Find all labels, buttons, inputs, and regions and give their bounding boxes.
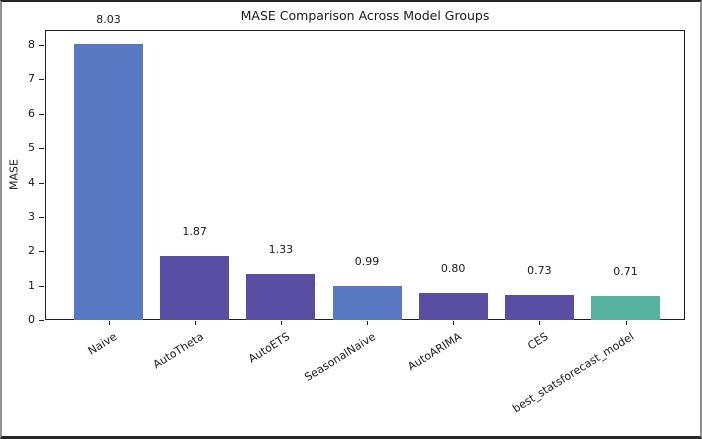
y-tick-mark	[39, 182, 44, 184]
bar-value-label: 1.87	[182, 224, 207, 238]
y-tick-label: 3	[28, 209, 35, 223]
y-tick-mark	[39, 79, 44, 81]
x-tick-label: Naive	[85, 330, 120, 358]
bar-CES	[504, 294, 574, 320]
y-tick-mark	[39, 45, 44, 47]
x-tick-mark	[280, 321, 282, 325]
bar-value-label: 8.03	[96, 13, 121, 27]
y-tick-label: 4	[28, 175, 35, 189]
x-tick-mark	[367, 321, 368, 325]
bar-best_statsforecast_model	[591, 295, 661, 320]
bar-value-label: 0.80	[440, 261, 466, 275]
bar-AutoTheta	[160, 255, 230, 320]
y-tick-mark	[39, 320, 44, 321]
y-tick-label: 6	[28, 106, 35, 120]
x-tick-label: AutoARIMA	[405, 330, 465, 374]
y-tick-label: 2	[28, 244, 35, 258]
x-tick-mark	[539, 321, 541, 325]
x-tick-mark	[625, 321, 627, 325]
bar-AutoARIMA	[418, 292, 488, 320]
bar-value-label: 1.33	[268, 243, 294, 257]
x-tick-mark	[453, 321, 455, 325]
bar-value-label: 0.71	[613, 264, 638, 278]
bar-AutoETS	[246, 274, 316, 320]
x-tick-mark	[108, 321, 110, 325]
x-tick-label: CES	[525, 330, 551, 353]
x-tick-label: AutoTheta	[150, 330, 206, 372]
y-tick-label: 1	[28, 278, 35, 292]
x-tick-label: AutoETS	[245, 330, 292, 366]
x-tick-label: SeasonalNaive	[302, 330, 378, 384]
y-tick-label: 0	[28, 313, 35, 326]
y-tick-mark	[39, 216, 44, 218]
y-tick-label: 8	[28, 38, 35, 52]
bar-value-label: 0.73	[527, 263, 552, 277]
y-tick-mark	[39, 113, 44, 115]
x-tick-mark	[194, 321, 196, 325]
plot-area	[45, 30, 685, 320]
bar-value-label: 0.99	[354, 254, 380, 268]
y-tick-mark	[39, 285, 44, 287]
bar-Naive	[74, 44, 143, 320]
y-tick-mark	[39, 148, 44, 150]
bar-SeasonalNaive	[332, 285, 402, 320]
chart-title: MASE Comparison Across Model Groups	[240, 8, 490, 23]
y-tick-label: 5	[28, 141, 35, 155]
y-tick-label: 7	[28, 72, 35, 86]
y-tick-mark	[39, 251, 44, 253]
